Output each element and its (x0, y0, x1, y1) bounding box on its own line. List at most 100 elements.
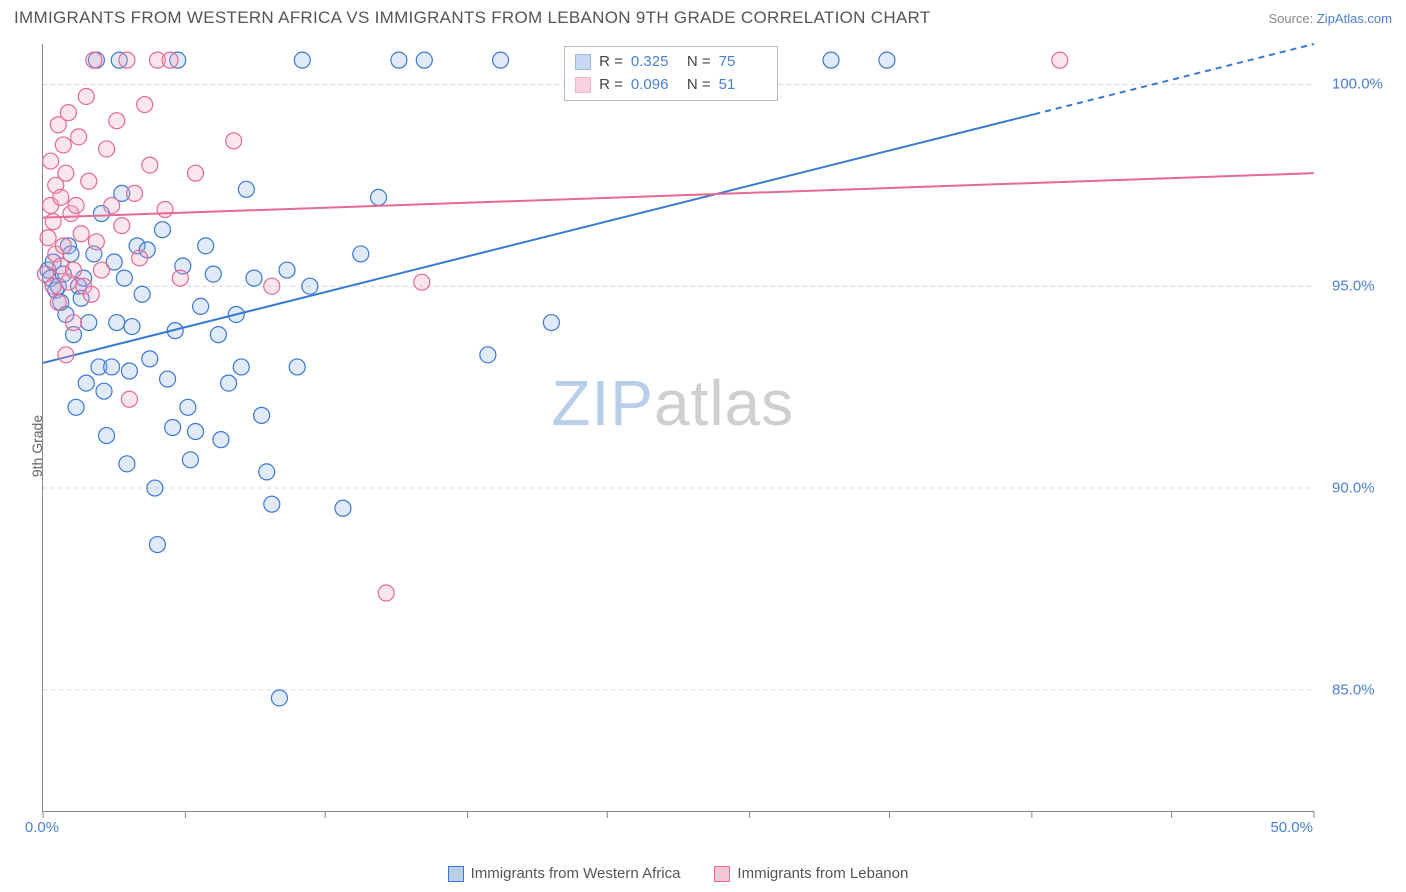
n-label: N = (687, 74, 711, 97)
data-point (823, 52, 839, 68)
data-point (109, 113, 125, 129)
chart-svg (43, 44, 1314, 811)
data-point (68, 197, 84, 213)
r-value: 0.096 (631, 74, 679, 97)
data-point (162, 52, 178, 68)
data-point (71, 129, 87, 145)
bottom-legend-item: Immigrants from Lebanon (714, 865, 908, 882)
data-point (124, 319, 140, 335)
data-point (198, 238, 214, 254)
data-point (78, 375, 94, 391)
r-label: R = (599, 51, 623, 74)
data-point (271, 690, 287, 706)
data-point (81, 315, 97, 331)
data-point (116, 270, 132, 286)
data-point (83, 286, 99, 302)
data-point (188, 424, 204, 440)
data-point (121, 363, 137, 379)
data-point (121, 391, 137, 407)
data-point (302, 278, 318, 294)
ytick-label: 85.0% (1332, 681, 1375, 698)
data-point (104, 359, 120, 375)
trend-line-dashed (1034, 44, 1314, 114)
data-point (119, 456, 135, 472)
data-point (81, 173, 97, 189)
data-point (157, 202, 173, 218)
data-point (86, 52, 102, 68)
data-point (40, 230, 56, 246)
data-point (88, 234, 104, 250)
data-point (99, 141, 115, 157)
n-label: N = (687, 51, 711, 74)
legend-swatch (575, 77, 591, 93)
ytick-label: 95.0% (1332, 278, 1375, 295)
data-point (294, 52, 310, 68)
data-point (335, 500, 351, 516)
data-point (66, 315, 82, 331)
source-link[interactable]: ZipAtlas.com (1317, 11, 1392, 26)
data-point (127, 185, 143, 201)
data-point (66, 262, 82, 278)
data-point (1052, 52, 1068, 68)
bottom-legend-item: Immigrants from Western Africa (448, 865, 681, 882)
legend-label: Immigrants from Western Africa (471, 865, 681, 882)
data-point (55, 137, 71, 153)
data-point (226, 133, 242, 149)
data-point (73, 226, 89, 242)
legend-swatch (448, 866, 464, 882)
data-point (180, 399, 196, 415)
chart-container: ZIPatlas 85.0%90.0%95.0%100.0%R = 0.325N… (42, 44, 1394, 850)
correlation-legend-row: R = 0.096 N = 51 (575, 74, 767, 97)
data-point (142, 157, 158, 173)
plot-area: ZIPatlas 85.0%90.0%95.0%100.0%R = 0.325N… (42, 44, 1314, 812)
data-point (205, 266, 221, 282)
data-point (172, 270, 188, 286)
data-point (213, 432, 229, 448)
correlation-legend-row: R = 0.325N = 75 (575, 51, 767, 74)
data-point (238, 181, 254, 197)
xtick-label: 50.0% (1270, 819, 1313, 836)
data-point (50, 294, 66, 310)
legend-swatch (714, 866, 730, 882)
data-point (58, 347, 74, 363)
chart-title: IMMIGRANTS FROM WESTERN AFRICA VS IMMIGR… (14, 8, 931, 28)
data-point (264, 496, 280, 512)
r-label: R = (599, 74, 623, 97)
data-point (193, 298, 209, 314)
data-point (99, 428, 115, 444)
n-value: 51 (719, 74, 767, 97)
data-point (182, 452, 198, 468)
data-point (154, 222, 170, 238)
data-point (289, 359, 305, 375)
data-point (134, 286, 150, 302)
bottom-legend: Immigrants from Western Africa Immigrants… (42, 865, 1314, 882)
legend-swatch (575, 54, 591, 70)
xtick-label: 0.0% (25, 819, 59, 836)
data-point (45, 214, 61, 230)
data-point (210, 327, 226, 343)
data-point (60, 105, 76, 121)
data-point (353, 246, 369, 262)
ytick-label: 100.0% (1332, 76, 1383, 93)
data-point (53, 189, 69, 205)
data-point (119, 52, 135, 68)
correlation-legend: R = 0.325N = 75R = 0.096 N = 51 (564, 46, 778, 101)
data-point (132, 250, 148, 266)
trend-line (43, 114, 1034, 363)
data-point (391, 52, 407, 68)
data-point (543, 315, 559, 331)
data-point (480, 347, 496, 363)
data-point (378, 585, 394, 601)
data-point (114, 218, 130, 234)
data-point (493, 52, 509, 68)
data-point (55, 238, 71, 254)
ytick-label: 90.0% (1332, 480, 1375, 497)
data-point (45, 278, 61, 294)
data-point (149, 537, 165, 553)
data-point (137, 97, 153, 113)
chart-source: Source: ZipAtlas.com (1268, 11, 1392, 26)
data-point (254, 407, 270, 423)
data-point (221, 375, 237, 391)
data-point (147, 480, 163, 496)
data-point (109, 315, 125, 331)
